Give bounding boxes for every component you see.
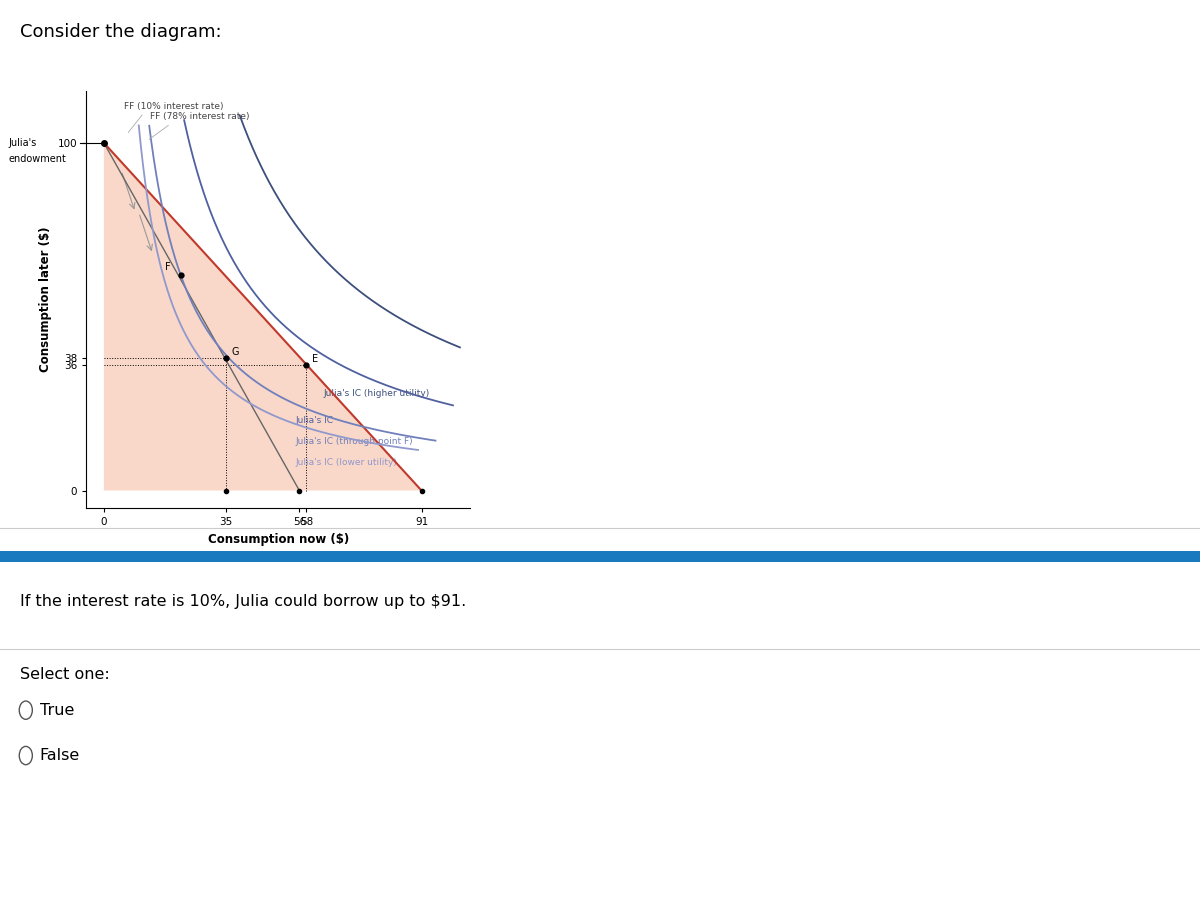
Y-axis label: Consumption later ($): Consumption later ($) <box>40 227 52 372</box>
Text: False: False <box>40 748 80 763</box>
Text: Consider the diagram:: Consider the diagram: <box>20 23 222 41</box>
Text: FF (78% interest rate): FF (78% interest rate) <box>150 112 250 121</box>
Text: E: E <box>312 354 318 364</box>
Text: Julia's IC (lower utility): Julia's IC (lower utility) <box>296 458 397 467</box>
Polygon shape <box>104 142 421 491</box>
Text: Julia's: Julia's <box>8 138 37 148</box>
Text: If the interest rate is 10%, Julia could borrow up to $91.: If the interest rate is 10%, Julia could… <box>20 594 467 610</box>
Text: Julia's IC: Julia's IC <box>296 416 334 425</box>
Text: Julia's IC (higher utility): Julia's IC (higher utility) <box>324 389 430 397</box>
Text: True: True <box>40 703 74 717</box>
X-axis label: Consumption now ($): Consumption now ($) <box>208 532 349 545</box>
Text: G: G <box>232 347 239 357</box>
Text: Julia's IC (through point F): Julia's IC (through point F) <box>296 437 414 446</box>
Text: F: F <box>164 262 170 272</box>
Text: FF (10% interest rate): FF (10% interest rate) <box>124 102 223 111</box>
Text: endowment: endowment <box>8 154 66 164</box>
Text: Select one:: Select one: <box>20 667 110 682</box>
